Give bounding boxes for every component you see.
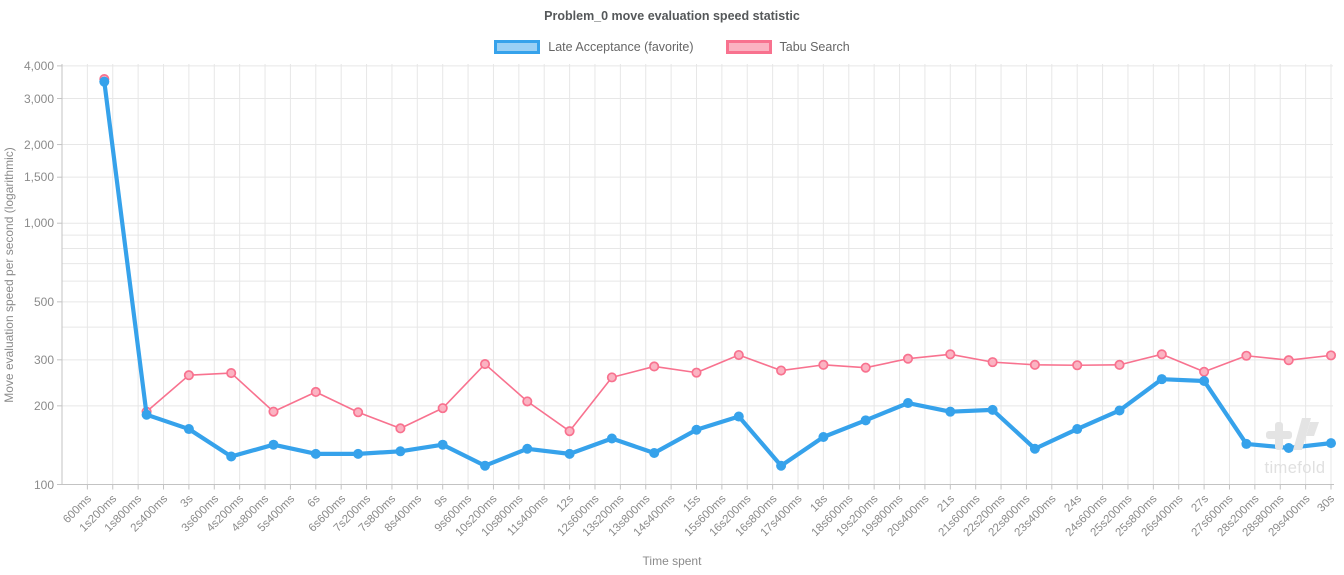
y-tick-label: 200 <box>33 398 54 413</box>
legend-swatch-tabu-search-icon <box>725 40 772 54</box>
legend-swatch-late-acceptance-icon <box>494 40 541 54</box>
y-tick-label: 500 <box>33 294 54 309</box>
legend-label-late-acceptance: Late Acceptance (favorite) <box>548 40 694 54</box>
legend-label-tabu-search: Tabu Search <box>779 40 850 54</box>
y-axis-title: Move evaluation speed per second (logari… <box>2 147 16 403</box>
chart-legend: Late Acceptance (favorite) Tabu Search <box>0 40 1344 54</box>
y-tick-label: 1,500 <box>23 170 54 185</box>
chart-title: Problem_0 move evaluation speed statisti… <box>544 9 800 23</box>
y-tick-label: 1,000 <box>23 216 54 231</box>
y-tick-label: 100 <box>33 477 54 492</box>
y-tick-label: 3,000 <box>23 91 54 106</box>
legend-item-late-acceptance[interactable]: Late Acceptance (favorite) <box>494 40 694 54</box>
y-tick-label: 2,000 <box>23 137 54 152</box>
legend-item-tabu-search[interactable]: Tabu Search <box>725 40 850 54</box>
x-axis-title: Time spent <box>642 554 702 568</box>
y-tick-label: 4,000 <box>23 58 54 73</box>
y-tick-label: 300 <box>33 352 54 367</box>
